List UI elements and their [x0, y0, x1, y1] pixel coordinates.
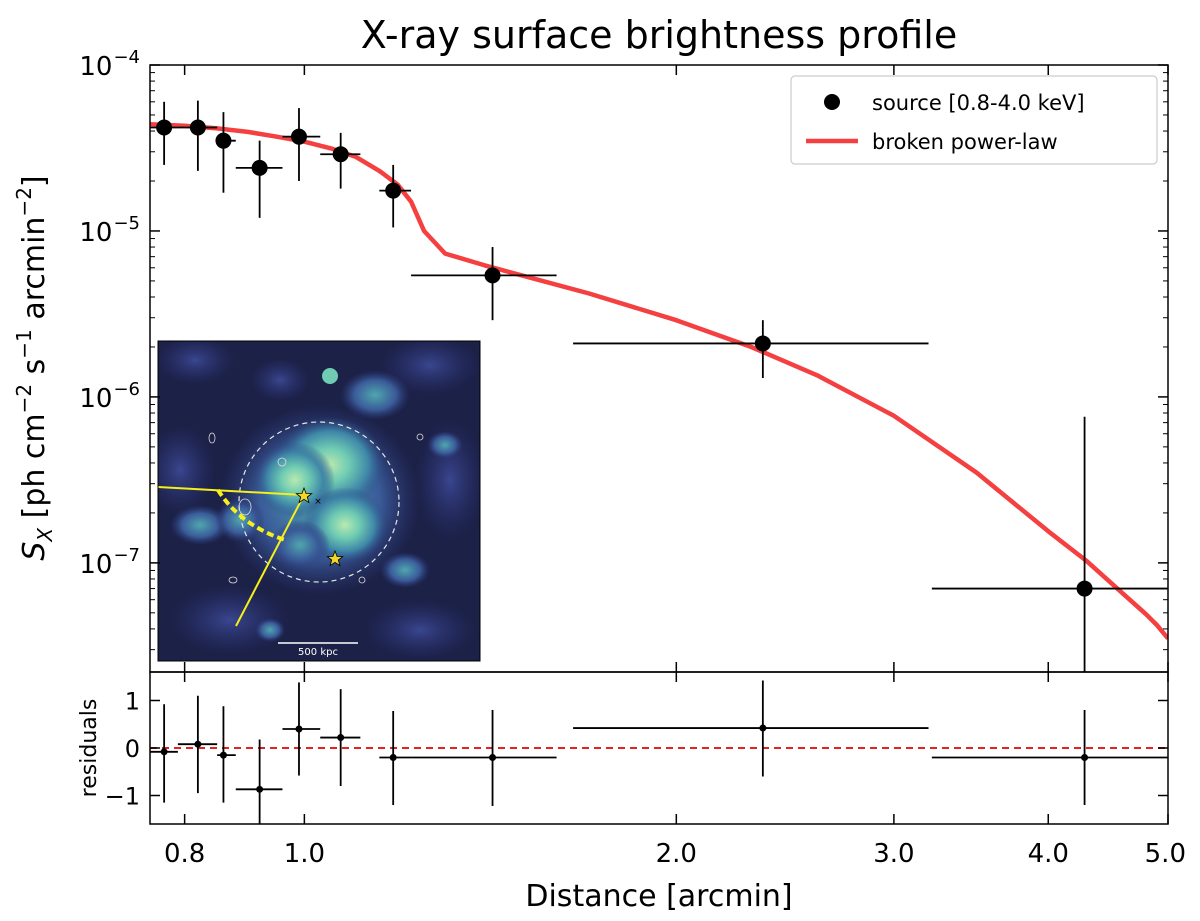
residual-y-tick-label: 0	[125, 735, 140, 763]
residual-point	[256, 785, 264, 793]
data-point	[251, 159, 268, 176]
data-point	[484, 267, 501, 284]
residuals-y-axis-label: residuals	[77, 699, 102, 798]
data-points-group	[150, 100, 1168, 672]
data-point	[189, 119, 206, 136]
residual-elements-group	[150, 680, 1168, 824]
data-point	[290, 128, 307, 145]
data-point	[385, 182, 402, 199]
inset-cluster-emission	[215, 405, 420, 595]
tick-group: 0.8 1.0 2.0 3.0 4.0 5.0 10−7 10−6 10−5 10−4 1 0 −1	[79, 47, 1186, 869]
x-tick-label: 1.0	[284, 839, 325, 869]
legend-box	[790, 75, 1158, 165]
inset-frame	[157, 340, 481, 662]
model-curve-line	[150, 121, 1168, 640]
residual-point	[219, 751, 227, 759]
y-tick-label: 10−7	[79, 545, 140, 580]
y-axis-label: SX [ph cm−2 s−1 arcmin−2]	[12, 175, 57, 560]
y-tick-label: 10−5	[79, 213, 140, 248]
residual-point	[489, 754, 497, 761]
residual-point	[295, 725, 303, 733]
legend: source [0.8-4.0 keV] broken power-law	[790, 75, 1158, 165]
inset-radio-contours	[208, 432, 424, 584]
model-curve-group	[150, 121, 1168, 640]
residual-point	[160, 748, 168, 756]
legend-label-source: source [0.8-4.0 keV]	[872, 91, 1085, 115]
residual-y-tick-label: −1	[105, 783, 140, 811]
residual-point	[759, 724, 767, 732]
x-tick-label: 4.0	[1028, 839, 1069, 869]
residual-point	[337, 734, 345, 742]
inset-r500-circle	[238, 421, 400, 583]
x-tick-label: 3.0	[873, 839, 914, 869]
inset-cross-marker: ×	[314, 497, 322, 507]
data-point	[215, 132, 232, 149]
data-point	[754, 335, 771, 352]
inset-star-icon	[295, 486, 313, 504]
y-tick-label: 10−4	[79, 47, 140, 82]
y-tick-label: 10−6	[79, 379, 140, 414]
x-tick-label: 2.0	[656, 839, 697, 869]
chart-title: X-ray surface brightness profile	[361, 13, 957, 57]
data-point	[332, 146, 349, 163]
inset-sector	[158, 486, 305, 627]
data-point	[1076, 580, 1093, 597]
legend-label-model: broken power-law	[872, 130, 1058, 154]
inset-star-icon	[326, 549, 344, 567]
x-tick-label: 0.8	[164, 839, 205, 869]
residual-point	[194, 740, 202, 748]
inset-scale-bar-label: 500 kpc	[298, 647, 338, 658]
legend-marker-source	[824, 94, 840, 110]
residual-point	[389, 754, 397, 761]
x-tick-label: 5.0	[1145, 839, 1186, 869]
residual-y-tick-label: 1	[125, 688, 140, 716]
xray-inset-image: × 500 kpc	[158, 341, 480, 661]
x-axis-label: Distance [arcmin]	[525, 879, 792, 914]
data-point	[156, 119, 173, 136]
residual-point	[1081, 754, 1089, 761]
